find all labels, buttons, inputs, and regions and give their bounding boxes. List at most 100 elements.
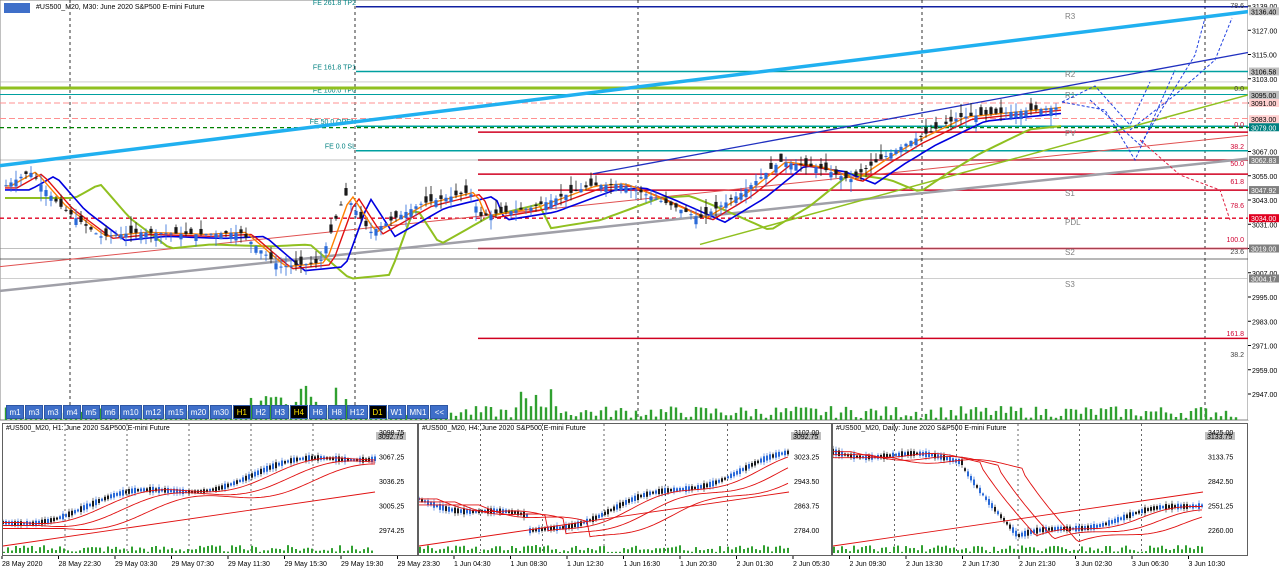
timeframe-button-h6[interactable]: H6 [308, 405, 327, 419]
subchart-volume [91, 547, 93, 553]
time-axis-label: 2 Jun 13:30 [906, 561, 943, 568]
timeframe-button-m30[interactable]: m30 [210, 405, 232, 419]
subchart-volume [303, 548, 305, 553]
candle-body [1009, 111, 1013, 119]
volume-bar [939, 407, 943, 420]
h4-subchart[interactable] [418, 423, 832, 556]
volume-bar [1159, 407, 1163, 420]
volume-bar [619, 408, 623, 420]
subchart-volume [1073, 549, 1075, 553]
subchart-volume [1105, 546, 1107, 553]
timeframe-button-collapse[interactable]: << [430, 405, 449, 419]
candle-body [204, 234, 208, 236]
timeframe-button-h1[interactable]: H1 [232, 405, 251, 419]
timeframe-button-w1[interactable]: W1 [387, 405, 406, 419]
subchart-volume [1037, 550, 1039, 553]
subchart-plot [2, 424, 416, 554]
subchart-volume [877, 551, 879, 553]
volume-bar [824, 411, 828, 420]
subchart-volume [779, 545, 781, 553]
subchart-volume [977, 545, 979, 553]
timeframe-button-m20[interactable]: m20 [187, 405, 210, 419]
subchart-volume [857, 549, 859, 553]
subchart-volume [1117, 551, 1119, 553]
subchart-price-label: 3425.00 [1208, 430, 1233, 437]
price-marker [1249, 90, 1279, 99]
candle-body [129, 225, 133, 234]
timeframe-button-m15[interactable]: m15 [165, 405, 187, 419]
volume-bar [1094, 414, 1098, 420]
timeframe-button-m5[interactable]: m5 [82, 405, 100, 419]
candle-body [309, 262, 313, 264]
candle-body [759, 176, 763, 179]
candle-body [279, 266, 283, 268]
subchart-volume [691, 551, 693, 553]
subchart-volume [351, 545, 353, 553]
daily-subchart[interactable] [832, 423, 1248, 556]
volume-bar [474, 406, 478, 420]
retracement-label: 61.8 [1230, 179, 1244, 186]
time-axis-label: 28 May 2020 [2, 561, 43, 568]
volume-bar [874, 410, 878, 420]
candle-body [994, 108, 998, 114]
volume-bar [919, 417, 923, 420]
subchart-volume [1141, 551, 1143, 553]
subchart-volume [195, 549, 197, 553]
candle-body [254, 246, 258, 253]
subchart-volume [339, 545, 341, 553]
volume-bar [1219, 416, 1223, 420]
candle-body [749, 185, 753, 190]
subchart-volume [203, 547, 205, 553]
candle-body [339, 204, 343, 206]
candle-body [1034, 105, 1038, 110]
timeframe-button-mn1[interactable]: MN1 [406, 405, 430, 419]
time-axis-label: 1 Jun 04:30 [454, 561, 491, 568]
candle-body [614, 184, 618, 191]
subchart-volume [1133, 550, 1135, 553]
subchart-volume [953, 547, 955, 553]
subchart-volume [499, 546, 501, 553]
subchart-volume [683, 550, 685, 553]
projection-path [1061, 69, 1176, 162]
timeframe-button-m6[interactable]: m6 [101, 405, 119, 419]
volume-bar [534, 394, 538, 420]
price-axis-label: 3043.00 [1252, 198, 1277, 205]
timeframe-button-m3[interactable]: m3 [25, 405, 43, 419]
subchart-long-ema [2, 491, 376, 547]
candle-body [544, 202, 548, 211]
subchart-ema [833, 454, 1203, 540]
timeframe-button-d1[interactable]: D1 [368, 405, 387, 419]
timeframe-button-m4[interactable]: m4 [63, 405, 81, 419]
subchart-volume [59, 546, 61, 553]
volume-bar [594, 415, 598, 420]
candle-body [94, 233, 98, 235]
subchart-current-price [1205, 432, 1235, 440]
time-axis-label: 1 Jun 12:30 [567, 561, 604, 568]
timeframe-button-m3[interactable]: m3 [44, 405, 62, 419]
volume-bar [499, 409, 503, 420]
candle-body [889, 152, 893, 159]
timeframe-button-h8[interactable]: H8 [327, 405, 346, 419]
candle-body [434, 200, 438, 207]
volume-bar [539, 406, 543, 420]
timeframe-button-h3[interactable]: H3 [270, 405, 289, 419]
subchart-volume [989, 551, 991, 553]
timeframe-button-h4[interactable]: H4 [289, 405, 308, 419]
timeframe-button-h12[interactable]: H12 [346, 405, 368, 419]
subchart-volume [479, 551, 481, 553]
subchart-volume [555, 549, 557, 553]
subchart-volume [699, 550, 701, 553]
timeframe-button-h2[interactable]: H2 [251, 405, 270, 419]
subchart-volume [969, 551, 971, 553]
timeframe-button-m10[interactable]: m10 [120, 405, 142, 419]
h1-subchart[interactable] [2, 423, 418, 556]
candle-body [49, 195, 53, 201]
timeframe-button-m1[interactable]: m1 [6, 405, 24, 419]
price-axis-label: 2995.00 [1252, 295, 1277, 302]
candle-body [84, 224, 88, 226]
h4-subchart-title: #US500_M20, H4: June 2020 S&P500 E-mini … [422, 425, 586, 432]
candle-body [854, 171, 858, 176]
candle-body [454, 190, 458, 196]
timeframe-button-m12[interactable]: m12 [142, 405, 165, 419]
